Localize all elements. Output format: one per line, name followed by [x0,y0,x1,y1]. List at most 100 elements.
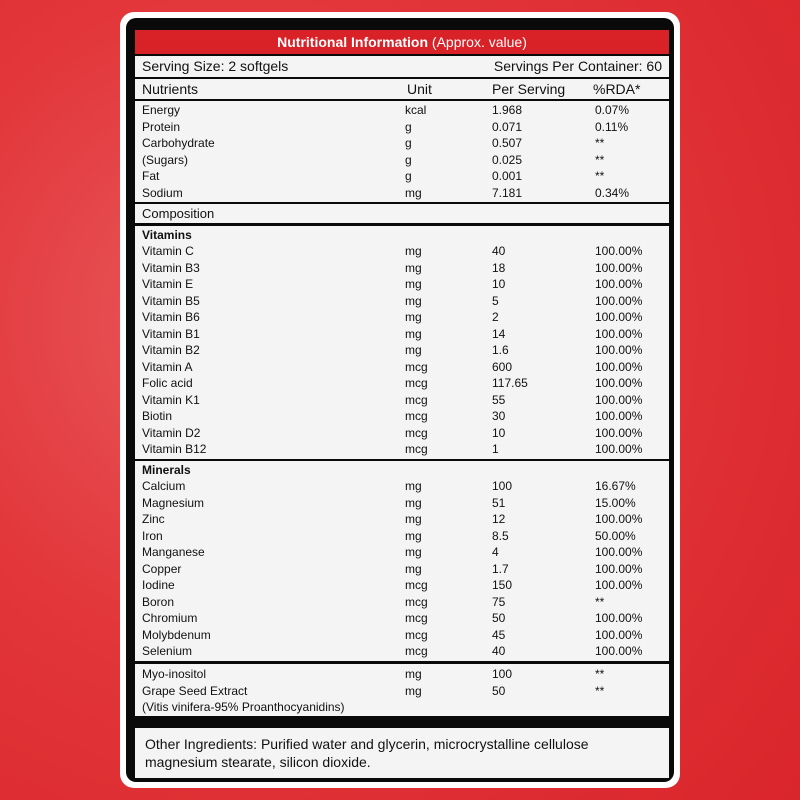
nutrient-amount: 1 [492,442,499,456]
nutrient-rda: 100.00% [595,512,643,526]
nutrient-unit: mcg [405,644,428,658]
nutrient-amount: 2 [492,310,499,324]
nutrient-amount: 8.5 [492,528,509,543]
other-ingredients: Other Ingredients: Purified water and gl… [135,728,669,778]
nutrient-unit: mg [405,683,422,698]
nutrient-amount: 100 [492,479,513,493]
nutrient-amount: 5 [492,293,499,308]
nutrient-unit: mcg [405,425,428,440]
nutrient-row: Grape Seed Extract mg 50 ** [135,683,669,700]
nutrient-amount: 75 [492,594,506,609]
nutrient-name: Vitamin B2 [142,343,200,357]
col-per-serving: Per Serving [492,81,566,97]
nutrient-rda: 100.00% [595,545,643,559]
nutrient-name: Manganese [142,545,205,559]
nutrient-amount: 50 [492,683,506,698]
vitamins-section: Vitamins Vitamin C mg 40 100.00% Vitamin B3 m… [135,226,669,459]
nutrient-row: Biotin mcg 30 100.00% [135,408,669,425]
nutrient-name: Vitamin A [142,359,193,374]
nutrient-name: Vitamin D2 [142,425,201,440]
nutrient-amount: 55 [492,392,506,407]
nutrient-amount: 117.65 [492,376,528,390]
nutrient-unit: g [405,119,412,134]
nutrient-name: Vitamin B6 [142,310,200,324]
label-title: Nutritional Information (Approx. value) [135,30,669,54]
nutrient-name: Energy [142,103,181,117]
nutrient-amount: 4 [492,545,499,559]
nutrient-unit: mcg [405,442,428,456]
nutrient-row: Folic acid mcg 117.65 100.00% [135,375,669,392]
nutrient-name: Vitamin K1 [142,392,200,407]
nutrient-rda: 0.34% [595,185,630,200]
nutrient-name: (Vitis vinifera-95% Proanthocyanidins) [142,700,345,714]
nutrient-name: Fat [142,169,160,183]
basic-nutrients: Energy kcal 1.968 0.07% Protein g 0.071 0.11% Ca… [135,101,669,202]
nutrient-amount: 0.025 [492,152,523,167]
nutrient-unit: mg [405,545,422,559]
nutrient-row: Energy kcal 1.968 0.07% [135,102,669,119]
nutrient-row: Carbohydrate g 0.507 ** [135,135,669,152]
nutrient-rda: ** [595,683,605,698]
nutrient-row: Vitamin B12 mcg 1 100.00% [135,441,669,458]
nutrient-rda: 100.00% [595,578,643,592]
nutrient-rda: ** [595,169,605,183]
nutrient-name: Sodium [142,185,183,200]
vitamins-title: Vitamins [142,228,192,242]
nutrient-rda: 100.00% [595,277,643,291]
col-nutrients: Nutrients [142,81,199,97]
nutrient-name: Grape Seed Extract [142,683,248,698]
nutrient-name: Biotin [142,409,173,423]
nutrient-rda: 100.00% [595,244,643,258]
nutrient-unit: mg [405,343,422,357]
nutrient-amount: 45 [492,627,506,642]
nutrient-amount: 30 [492,409,506,423]
nutrient-name: Magnesium [142,495,205,510]
nutrient-name: (Sugars) [142,152,189,167]
nutrient-unit: mcg [405,627,428,642]
nutrient-amount: 14 [492,326,506,341]
nutrient-name: Vitamin E [142,277,194,291]
nutrient-rda: 15.00% [595,495,636,510]
nutrient-unit: mg [405,495,422,510]
nutrient-row: Boron mcg 75 ** [135,594,669,611]
nutrient-amount: 10 [492,425,506,440]
nutrient-amount: 18 [492,260,506,275]
title-rest: (Approx. value) [431,34,527,50]
nutrient-rda: ** [595,667,605,681]
composition-label: Composition [135,204,669,223]
nutrient-unit: mcg [405,611,428,625]
nutrient-rda: 100.00% [595,425,643,440]
nutrient-unit: mcg [405,376,428,390]
nutrient-row: Vitamin B6 mg 2 100.00% [135,309,669,326]
nutrient-unit: mg [405,277,422,291]
nutrient-row: Molybdenum mcg 45 100.00% [135,627,669,644]
nutrient-row: (Vitis vinifera-95% Proanthocyanidins) [135,699,669,716]
nutrient-row: Magnesium mg 51 15.00% [135,495,669,512]
nutrient-name: Carbohydrate [142,136,215,150]
nutrient-unit: mg [405,667,422,681]
nutrient-amount: 51 [492,495,506,510]
nutrient-unit: mg [405,260,422,275]
nutrient-rda: 100.00% [595,561,643,576]
nutrient-name: Calcium [142,479,186,493]
nutrient-amount: 0.507 [492,136,523,150]
nutrient-unit: mg [405,512,422,526]
nutrient-unit: mcg [405,359,428,374]
nutrient-unit: mg [405,185,422,200]
nutrient-row: Chromium mcg 50 100.00% [135,610,669,627]
nutrient-row: Manganese mg 4 100.00% [135,544,669,561]
nutrient-row: Vitamin K1 mcg 55 100.00% [135,392,669,409]
nutrient-row: Fat g 0.001 ** [135,168,669,185]
nutrient-rda: 100.00% [595,442,643,456]
nutrient-name: Selenium [142,644,193,658]
nutrient-amount: 12 [492,512,506,526]
nutrient-rda: 100.00% [595,409,643,423]
nutrient-amount: 600 [492,359,513,374]
nutrient-unit: mg [405,479,422,493]
nutrient-row: Vitamin B2 mg 1.6 100.00% [135,342,669,359]
nutrient-name: Vitamin B3 [142,260,200,275]
nutrient-rda: ** [595,152,605,167]
nutrient-rda: 100.00% [595,644,643,658]
nutrient-name: Myo-inositol [142,667,207,681]
nutrient-amount: 1.6 [492,343,509,357]
